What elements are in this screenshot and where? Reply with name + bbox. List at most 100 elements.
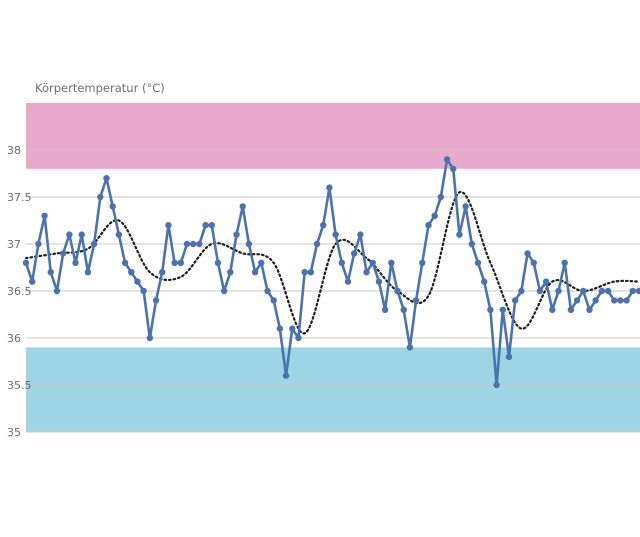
data-point — [189, 240, 197, 248]
data-point — [443, 156, 451, 163]
data-point — [363, 269, 370, 276]
data-point — [530, 259, 537, 266]
data-point — [456, 231, 463, 238]
data-point — [165, 222, 172, 229]
data-point — [555, 287, 562, 295]
data-point — [474, 259, 482, 266]
data-point — [53, 287, 61, 295]
data-point — [412, 297, 420, 304]
data-point — [233, 231, 240, 238]
data-point — [84, 269, 92, 276]
y-tick-label: 35.5 — [7, 379, 32, 392]
y-tick-label: 36 — [7, 332, 21, 345]
data-point — [251, 269, 259, 276]
data-point — [419, 259, 426, 266]
temperature-series — [22, 156, 640, 389]
data-point — [320, 222, 327, 229]
data-point — [183, 240, 191, 248]
band-1 — [26, 347, 640, 432]
data-point — [586, 306, 593, 313]
data-point — [623, 297, 630, 304]
data-point — [592, 297, 599, 304]
data-point — [90, 240, 98, 248]
band-0 — [26, 103, 640, 169]
data-point — [264, 287, 271, 295]
data-point — [481, 278, 488, 285]
data-point — [121, 259, 129, 266]
data-point — [524, 250, 531, 257]
data-point — [580, 287, 587, 295]
data-point — [289, 325, 296, 332]
data-point — [338, 259, 345, 266]
data-point — [499, 306, 506, 313]
data-point — [22, 259, 30, 266]
data-point — [437, 193, 445, 201]
data-point — [258, 259, 265, 266]
data-point — [196, 240, 203, 248]
y-axis-label: Körpertemperatur (°C) — [35, 81, 165, 95]
data-point — [59, 250, 67, 257]
data-point — [573, 297, 581, 304]
data-point — [326, 184, 333, 191]
data-point — [425, 222, 432, 229]
data-point — [72, 259, 79, 266]
data-point — [97, 193, 104, 201]
data-point — [307, 269, 315, 276]
data-point — [369, 259, 376, 266]
data-point — [41, 212, 48, 219]
data-point — [301, 269, 308, 276]
data-point — [468, 240, 476, 248]
y-tick-label: 37.5 — [7, 191, 32, 204]
data-point — [381, 306, 389, 313]
y-tick-label: 37 — [7, 238, 21, 251]
data-point — [202, 222, 209, 229]
data-point — [561, 259, 568, 266]
data-point — [598, 287, 606, 295]
data-point — [146, 334, 154, 342]
y-tick-labels: 35 35.5 36 36.5 37 37.5 38 — [7, 144, 32, 439]
data-point — [617, 297, 624, 304]
data-point — [635, 287, 640, 295]
data-point — [109, 203, 116, 210]
data-point — [171, 259, 178, 266]
data-point — [350, 250, 358, 257]
data-point — [487, 306, 494, 313]
data-point — [227, 269, 234, 276]
series-line — [24, 158, 639, 387]
data-point — [152, 297, 160, 304]
data-point — [518, 287, 525, 295]
data-point — [35, 240, 42, 248]
data-point — [394, 287, 401, 295]
data-point — [549, 306, 556, 313]
data-point — [567, 306, 575, 313]
data-point — [357, 231, 364, 238]
data-point — [462, 203, 469, 210]
data-point — [406, 344, 414, 351]
data-point — [511, 297, 519, 304]
data-point — [78, 231, 85, 238]
data-point — [270, 297, 277, 304]
data-point — [431, 212, 438, 219]
data-point — [295, 334, 302, 342]
data-point — [450, 165, 457, 172]
data-point — [375, 278, 383, 285]
data-point — [134, 278, 141, 285]
data-point — [344, 278, 352, 285]
data-point — [400, 306, 407, 313]
data-point — [313, 240, 321, 248]
data-point — [245, 240, 253, 248]
data-point — [140, 287, 147, 295]
y-tick-label: 38 — [7, 144, 21, 157]
data-point — [276, 325, 284, 332]
data-point — [66, 231, 73, 238]
data-point — [128, 269, 135, 276]
data-point — [604, 287, 612, 295]
data-point — [177, 259, 184, 266]
data-point — [611, 297, 618, 304]
y-tick-label: 35 — [7, 426, 21, 439]
data-point — [159, 269, 166, 276]
trend-series — [24, 191, 640, 335]
data-point — [47, 269, 54, 276]
trend-line — [24, 191, 640, 335]
